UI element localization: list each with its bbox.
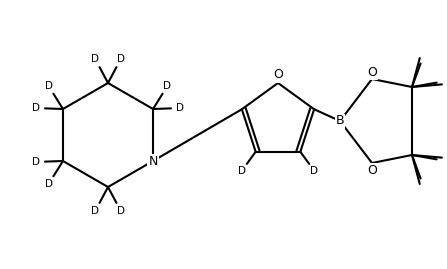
Text: D: D — [117, 54, 125, 64]
Text: D: D — [32, 103, 40, 113]
Text: D: D — [45, 81, 53, 91]
Text: D: D — [32, 157, 40, 167]
Text: D: D — [311, 166, 318, 176]
Text: O: O — [367, 164, 377, 176]
Text: D: D — [176, 103, 184, 113]
Text: O: O — [367, 65, 377, 79]
Text: O: O — [273, 69, 283, 82]
Text: D: D — [237, 166, 245, 176]
Text: D: D — [163, 81, 171, 91]
Text: D: D — [45, 179, 53, 189]
Text: N: N — [148, 154, 158, 168]
Text: B: B — [336, 115, 344, 128]
Text: D: D — [117, 206, 125, 216]
Text: D: D — [91, 206, 99, 216]
Text: D: D — [91, 54, 99, 64]
